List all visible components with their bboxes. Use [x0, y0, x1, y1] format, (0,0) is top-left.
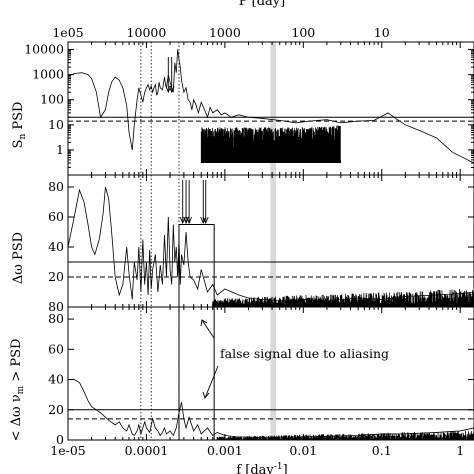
arrow-head [168, 85, 175, 94]
y-tick-label: 20 [48, 402, 64, 417]
x-tick-label: 1 [456, 443, 464, 458]
top-tick-label: 100 [291, 25, 315, 40]
y-axis-label-bottom: < Δω νm > PSD [9, 339, 26, 442]
y-axis-label-middle: Δω PSD [11, 232, 26, 284]
y-tick-label: 20 [48, 269, 64, 284]
y-tick-label: 10000 [24, 42, 64, 57]
y-tick-label: 80 [48, 311, 64, 326]
annotation-arrow-lower-head [202, 391, 210, 399]
y-tick-label: 60 [48, 341, 64, 356]
y-tick-label: 100 [40, 92, 64, 107]
panel-frame [67, 306, 474, 441]
y-tick-label: 10 [48, 117, 64, 132]
aliasing-box [178, 307, 215, 440]
top-tick-label: 10000 [127, 25, 167, 40]
arrow-head [200, 216, 207, 225]
top-tick-label: 1e05 [52, 25, 83, 40]
y-tick-label: 60 [48, 209, 64, 224]
annotation-arrow-lower [204, 365, 219, 399]
plot-area [68, 175, 474, 307]
y-tick-label: 40 [48, 239, 64, 254]
top-tick-label: 1000 [209, 25, 241, 40]
panel-middle: 80 60 40 20 80 [48, 174, 474, 314]
panel-top: 10000 1000 100 10 1 1e05 10000 1000 100 10 [24, 25, 474, 176]
grey-band [270, 307, 277, 440]
x-tick-label: 1e-05 [50, 443, 85, 458]
y-axis-label-top: Sn PSD [11, 102, 28, 149]
top-axis-label: P [day] [239, 0, 285, 9]
psd-noise [200, 125, 342, 164]
y-tick-label: 40 [48, 372, 64, 387]
psd-curve [68, 186, 474, 302]
grey-band [270, 175, 277, 307]
annotation-arrow-upper-head [200, 319, 208, 327]
top-tick-label: 10 [374, 25, 390, 40]
annotation-arrow-upper [201, 319, 215, 339]
aliasing-annotation: false signal due to aliasing [220, 346, 389, 361]
arrow-head [202, 216, 209, 225]
y-tick-label: 1000 [32, 67, 64, 82]
y-tick-label: 0 [56, 432, 64, 447]
psd-curve [68, 49, 474, 164]
plot-area [68, 307, 474, 440]
plot-area [68, 42, 474, 175]
x-axis-label: f [day-1] [236, 462, 287, 474]
x-tick-label: 0.1 [372, 443, 392, 458]
arrow-head [186, 216, 193, 225]
x-tick-label: 0.0001 [125, 443, 169, 458]
x-tick-label: 0.01 [289, 443, 317, 458]
y-tick-label: 80 [48, 179, 64, 194]
y-tick-label: 80 [48, 299, 64, 314]
x-tick-label: 0.001 [207, 443, 243, 458]
psd-curve [68, 379, 474, 439]
aliasing-box [178, 224, 215, 307]
y-tick-label: 1 [56, 142, 64, 157]
panel-bottom: 80 60 40 20 01e-05 0.0001 0.001 0.01 0.1 1 [48, 306, 474, 458]
grey-band [270, 42, 277, 175]
